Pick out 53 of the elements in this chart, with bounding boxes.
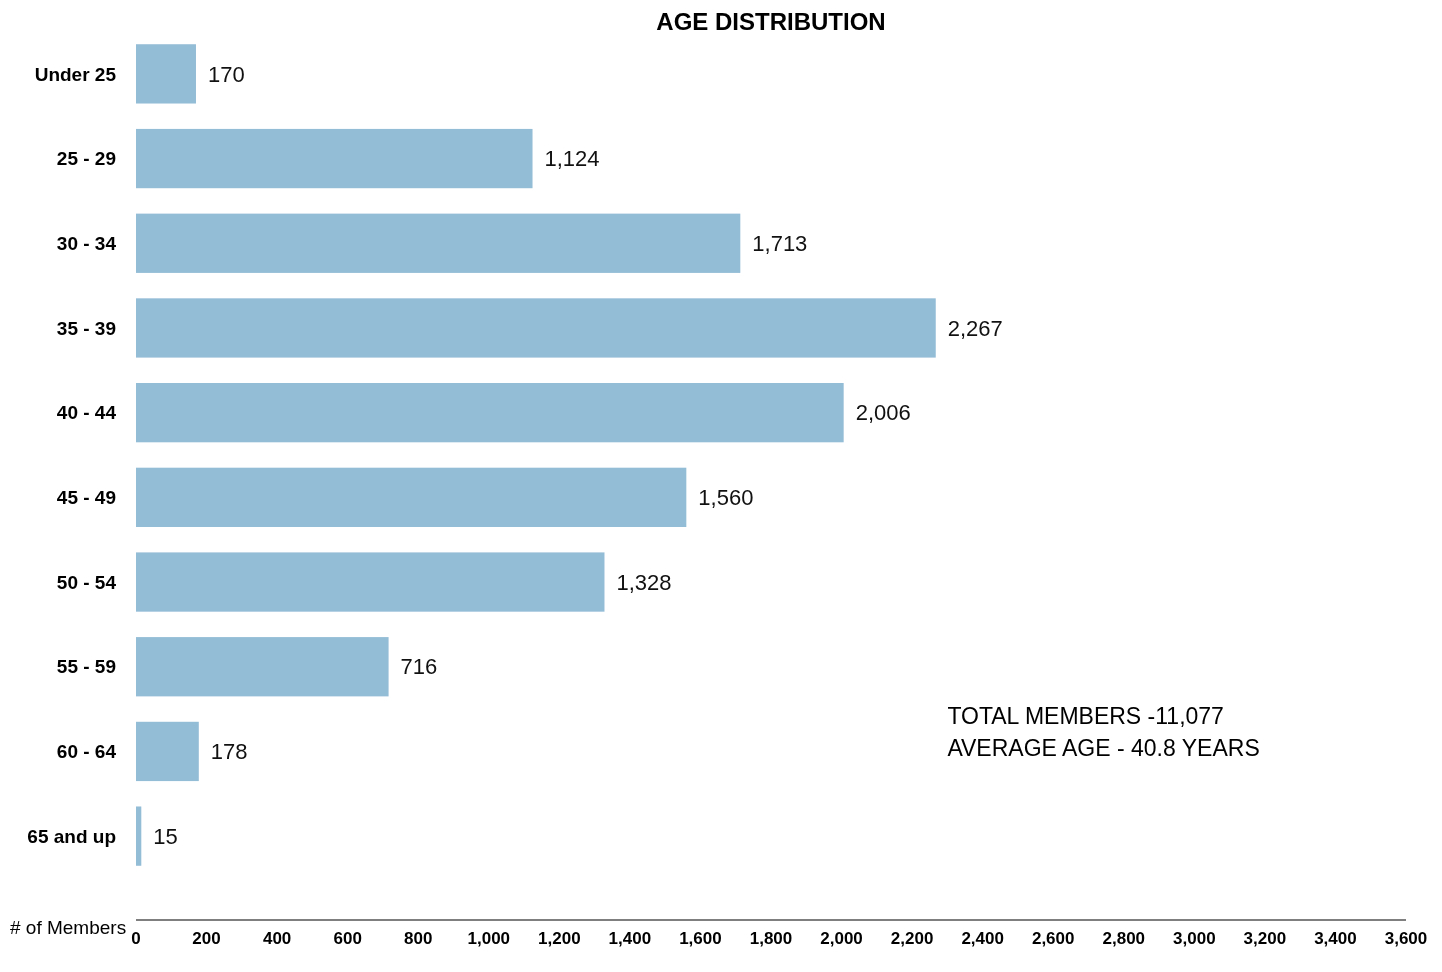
- bar: [136, 383, 844, 443]
- y-tick-label: 45 - 49: [56, 487, 116, 508]
- bar: [136, 213, 741, 273]
- annotation: TOTAL MEMBERS -11,077: [947, 703, 1224, 729]
- y-tick-label: 55 - 59: [56, 656, 116, 678]
- bar: [136, 298, 936, 358]
- y-tick-label: 30 - 34: [56, 232, 117, 254]
- y-tick-label: 65 and up: [27, 825, 116, 847]
- data-label: 1,713: [752, 230, 808, 256]
- bar: [136, 44, 196, 104]
- x-tick-label: 3,400: [1314, 929, 1357, 948]
- y-tick-label: Under 25: [34, 63, 117, 85]
- x-tick-label: 1,800: [749, 929, 793, 948]
- data-label: 178: [210, 739, 248, 765]
- data-label: 1,328: [616, 569, 672, 595]
- x-tick-label: 2,400: [961, 929, 1004, 948]
- x-tick-label: 2,000: [820, 929, 863, 948]
- x-tick-label: 0: [131, 929, 141, 948]
- data-label: 1,560: [698, 485, 754, 511]
- x-tick-label: 2,200: [890, 929, 934, 948]
- x-tick-label: 1,600: [679, 929, 722, 948]
- x-tick-label: 3,600: [1384, 929, 1428, 948]
- y-tick-label: 40 - 44: [56, 402, 117, 424]
- annotation: AVERAGE AGE - 40.8 YEARS: [947, 735, 1260, 761]
- bar: [136, 721, 199, 782]
- x-tick-label: 800: [404, 929, 433, 948]
- x-tick-label: 3,000: [1173, 929, 1216, 948]
- x-tick-label: 1,200: [538, 929, 581, 948]
- data-label: 716: [400, 654, 438, 680]
- y-tick-label: 25 - 29: [56, 148, 116, 170]
- y-tick-label: 60 - 64: [56, 741, 117, 763]
- data-label: 170: [207, 61, 245, 87]
- x-tick-label: 400: [262, 929, 292, 948]
- data-label: 15: [153, 823, 178, 849]
- bar: [136, 637, 389, 697]
- bar: [136, 806, 142, 866]
- x-tick-label: 1,000: [467, 929, 511, 948]
- data-label: 2,006: [855, 400, 911, 426]
- x-tick-label: 3,200: [1243, 929, 1287, 948]
- bar: [136, 552, 605, 612]
- bar: [136, 128, 533, 189]
- x-tick-label: 1,400: [608, 929, 652, 948]
- bar: [136, 467, 687, 527]
- y-tick-label: 35 - 39: [56, 317, 116, 339]
- data-label: 1,124: [544, 146, 600, 172]
- x-axis-title: # of Members: [10, 917, 127, 938]
- data-label: 2,267: [947, 315, 1003, 341]
- x-tick-label: 600: [333, 929, 362, 948]
- x-tick-label: 200: [192, 929, 221, 948]
- y-tick-label: 50 - 54: [56, 571, 117, 593]
- chart-title: AGE DISTRIBUTION: [656, 8, 886, 35]
- x-tick-label: 2,800: [1102, 929, 1146, 948]
- x-tick-label: 2,600: [1031, 929, 1075, 948]
